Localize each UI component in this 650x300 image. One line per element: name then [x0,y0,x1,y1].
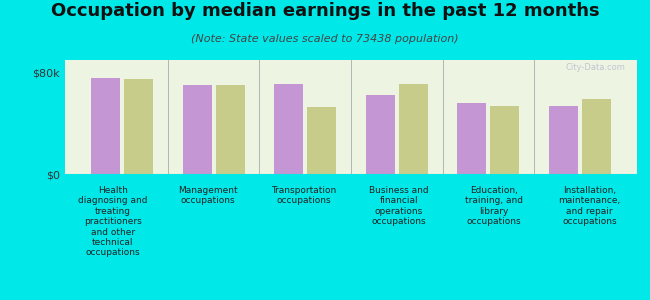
Text: Health
diagnosing and
treating
practitioners
and other
technical
occupations: Health diagnosing and treating practitio… [78,186,148,257]
Bar [91,78,120,174]
Bar [216,85,245,174]
Text: Occupation by median earnings in the past 12 months: Occupation by median earnings in the pas… [51,2,599,20]
Text: Business and
financial
operations
occupations: Business and financial operations occupa… [369,186,428,226]
Text: Transportation
occupations: Transportation occupations [270,186,336,206]
Bar [490,106,519,174]
Bar [398,84,428,174]
Text: City-Data.com: City-Data.com [566,63,625,72]
Text: Education,
training, and
library
occupations: Education, training, and library occupat… [465,186,523,226]
Text: Installation,
maintenance,
and repair
occupations: Installation, maintenance, and repair oc… [558,186,621,226]
Bar [183,85,212,174]
Text: Management
occupations: Management occupations [178,186,238,206]
Bar [307,107,336,174]
Bar [582,99,611,174]
Bar [549,106,578,174]
Bar [457,103,486,174]
Bar [124,79,153,174]
Bar [366,95,395,174]
Text: (Note: State values scaled to 73438 population): (Note: State values scaled to 73438 popu… [191,34,459,44]
Bar [274,84,304,174]
